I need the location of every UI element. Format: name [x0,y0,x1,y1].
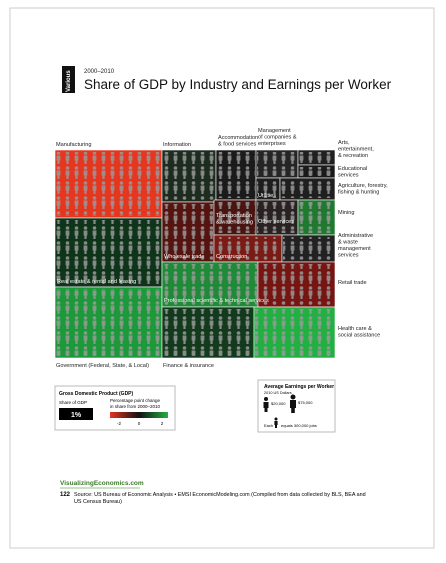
source: US Census Bureau) [74,499,122,505]
tile-label: Educational [338,166,367,172]
tile-label: Government (Federal, State, & Local) [56,363,149,369]
tile-icons [217,152,255,198]
tile-label: & recreation [338,153,368,159]
legend-text: Percentage point change [110,398,161,403]
tile-icons [299,202,334,233]
scale-label: 2 [161,421,164,426]
tile-label: Real estate & rental and leasing [57,279,136,285]
share-box [59,408,93,420]
years: 2000–2010 [84,69,115,75]
tile-icons [56,152,161,216]
scale-label: 0 [138,421,141,426]
tile-label: Other services [258,219,294,225]
tile-icons [163,152,215,200]
legend-title: Average Earnings per Worker [264,384,334,390]
tile-label: Mining [338,210,354,216]
tile-label: enterprises [258,141,286,147]
tile-icons [283,237,334,260]
legend-text: $20,000 [271,401,286,406]
tile-label: Information [163,142,191,148]
legend-text: 2010 US Dollars [264,391,292,395]
tile-label: Manufacturing [56,142,91,148]
tile-label: & waste [338,240,358,246]
legend-text: $75,000 [298,400,313,405]
tile-icons [163,264,257,305]
source: Source: US Bureau of Economic Analysis •… [74,492,366,498]
tile-label: management [338,246,371,252]
tile-icons [299,167,334,176]
tile-label: Arts, [338,140,350,146]
tile-label: Wholesale trade [164,254,204,260]
tile-icons [56,289,161,356]
earnings-legend: Average Earnings per Worker 2010 US Doll… [257,379,336,433]
tile-label: Finance & insurance [163,363,214,369]
gdp-legend: Gross Domestic Product (GDP) Share of GD… [54,385,176,431]
tile-icons [56,220,161,285]
tile-label: Construction [216,254,247,260]
gradient [110,412,168,418]
tile-label: Health care & [338,326,372,332]
legend-text: Each [264,423,273,428]
tile-label: Administrative [338,233,373,239]
tile-label: fishing & hunting [338,190,379,196]
legend-text: equals 300,000 jobs [281,423,317,428]
legend-text: in share from 2000–2010 [110,404,161,409]
tile-label: entertainment, [338,147,374,153]
share-box-text: 1% [71,412,82,419]
tile-icons [257,180,279,198]
tile-label: Retail trade [338,280,367,286]
legend-title: Gross Domestic Product (GDP) [59,391,134,397]
title: Share of GDP by Industry and Earnings pe… [84,77,392,92]
tile-icons [257,152,297,176]
tab-text: Various [66,70,72,92]
scale-label: -2 [117,421,121,426]
legend-box [257,379,336,433]
tile-label: Professional scientific & technical serv… [164,298,269,304]
tile-icons [163,204,213,260]
tile-icons [257,202,297,233]
tile-label: social assistance [338,333,380,339]
tile-icons [259,264,334,305]
legend-text: Share of GDP [59,400,87,405]
tile-label: Agriculture, forestry, [338,183,388,189]
tile-label: services [338,173,359,179]
tile-label: of companies & [258,135,297,141]
tile-label: & warehousing [216,220,253,226]
tile-icons [281,180,334,198]
tile-icons [299,152,334,163]
tile-label: Accommodation [218,135,258,141]
tile-label: services [338,253,359,259]
treemap: Manufacturing Real estate & rental and le… [54,128,388,369]
tile-label: Utilities [258,193,276,199]
page-number: 122 [60,492,71,498]
site: VisualizingEconomics.com [60,480,144,487]
tile-icons [215,202,255,233]
tab [62,66,75,93]
tile-label: Transportation [216,213,252,219]
tile-label: & food services [218,142,256,148]
tile-icons [255,309,334,356]
tile-label: Management [258,128,291,134]
tile-icons [215,237,281,260]
tile-icons [163,309,253,356]
